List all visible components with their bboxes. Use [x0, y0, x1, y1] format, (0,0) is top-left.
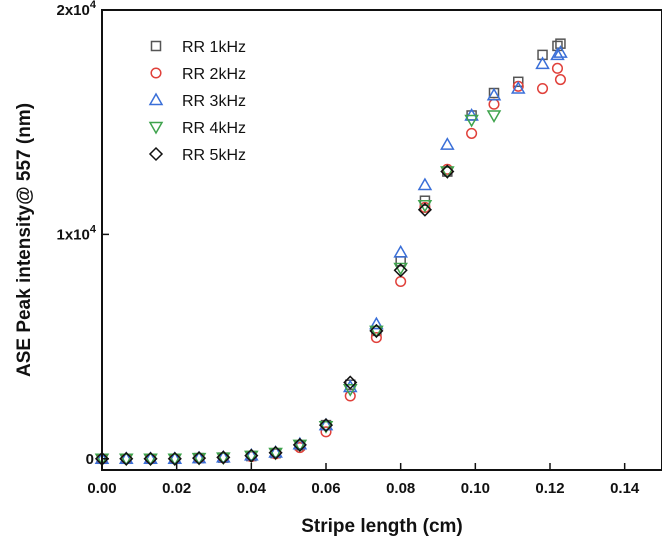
plot-frame [101, 9, 662, 471]
data-point [369, 316, 384, 330]
data-point [119, 451, 134, 466]
data-point [244, 450, 259, 464]
data-point [216, 450, 231, 465]
data-point [440, 164, 455, 179]
data-point [342, 383, 358, 397]
x-tick-label: 0.14 [610, 480, 640, 497]
x-tick-label: 0.02 [162, 480, 191, 497]
data-point [118, 453, 134, 467]
data-point [167, 451, 182, 466]
data-point [553, 45, 568, 58]
x-axis-title: Stripe length (cm) [301, 516, 463, 537]
data-point [513, 76, 524, 88]
data-point [417, 177, 433, 191]
data-point [510, 81, 526, 94]
data-point [343, 375, 358, 390]
series-rr-5khz [94, 164, 455, 466]
data-point [192, 451, 207, 466]
data-points [94, 38, 568, 467]
data-point [551, 62, 564, 74]
data-point [244, 447, 259, 461]
y-axis-title: ASE Peak intensity@ 557 (nm) [14, 103, 35, 377]
legend-label: RR 2kHz [182, 66, 246, 83]
x-tick-label: 0.06 [311, 480, 340, 497]
data-point [393, 244, 408, 258]
data-point [537, 49, 548, 61]
data-point [292, 436, 308, 450]
legend-marker [150, 67, 162, 79]
legend-item: RR 1kHz [150, 39, 246, 56]
data-point [268, 445, 283, 460]
legend-item: RR 4kHz [148, 120, 246, 137]
x-tick-label: 0.08 [386, 480, 415, 497]
legend-marker [148, 92, 164, 106]
legend: RR 1kHz RR 2kHz RR 3kHz RR 4kHz RR 5kHz [148, 39, 246, 164]
data-point [318, 417, 334, 431]
data-point [554, 74, 567, 86]
data-point [395, 275, 407, 288]
data-point [318, 418, 334, 433]
y-tick-label: 0 [86, 451, 94, 468]
x-tick-label: 0.00 [87, 480, 116, 497]
data-point [417, 202, 432, 217]
y-tick-label: 1x104 [57, 223, 97, 243]
data-point [318, 420, 334, 434]
data-point [216, 452, 231, 466]
data-point [292, 437, 307, 452]
data-point [488, 98, 500, 110]
legend-item: RR 2kHz [150, 66, 246, 83]
x-tick-label: 0.04 [237, 480, 267, 497]
data-point [486, 87, 502, 101]
data-point [486, 110, 502, 123]
data-point [143, 451, 158, 466]
data-point [216, 449, 231, 463]
data-point [466, 127, 478, 139]
data-point [244, 448, 259, 463]
data-point [464, 114, 479, 128]
data-point [320, 426, 332, 438]
data-point [143, 453, 158, 467]
data-point [536, 82, 549, 95]
legend-marker [148, 121, 164, 135]
legend-label: RR 4kHz [182, 120, 246, 137]
data-point [550, 47, 565, 61]
legend-label: RR 1kHz [182, 39, 246, 56]
series-rr-4khz [94, 110, 502, 467]
x-tick-label: 0.10 [461, 480, 490, 497]
data-point [440, 166, 455, 180]
y-tick-label: 2x104 [57, 0, 97, 19]
data-point [191, 452, 207, 466]
legend-label: RR 3kHz [182, 93, 246, 110]
legend-marker [148, 146, 164, 162]
axis-ticks: 0.00 0.02 0.04 0.06 0.08 0.10 0.12 0.14 0 1x104 2x… [57, 0, 640, 497]
legend-marker [150, 40, 162, 52]
series-rr-1khz [96, 38, 566, 465]
data-point [167, 453, 183, 467]
data-point [370, 332, 382, 344]
legend-item: RR 5kHz [148, 146, 246, 164]
data-point [268, 447, 283, 461]
series-rr-2khz [96, 62, 567, 465]
data-point [535, 56, 550, 70]
data-point [369, 325, 384, 339]
x-tick-label: 0.12 [535, 480, 564, 497]
data-point [393, 263, 408, 278]
data-point [555, 38, 566, 49]
data-point [268, 444, 283, 458]
legend-label: RR 5kHz [182, 147, 246, 164]
data-point [440, 137, 455, 150]
legend-item: RR 3kHz [148, 92, 246, 110]
data-point [369, 323, 384, 338]
data-point [292, 439, 308, 453]
